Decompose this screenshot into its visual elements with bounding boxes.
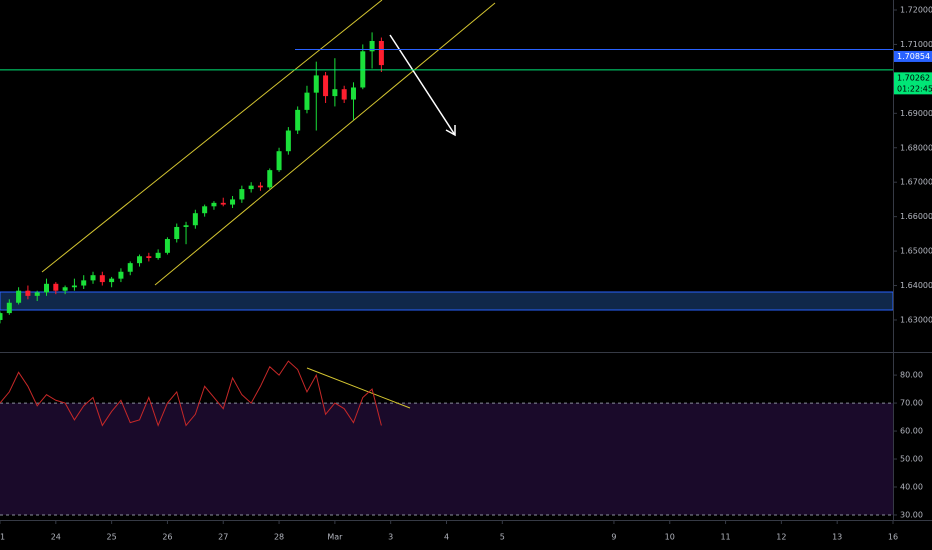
y-tick-label: 80.00 — [900, 371, 923, 380]
candle-body — [276, 151, 282, 171]
candle-body — [220, 202, 226, 205]
arrow-shaft — [389, 34, 456, 136]
x-tick-label: 21 — [0, 533, 5, 542]
candle-body — [6, 302, 12, 314]
x-tick-label: 12 — [776, 533, 786, 542]
candle-body — [44, 283, 50, 293]
candle-body — [378, 40, 384, 66]
candle-body — [332, 89, 338, 97]
x-tick-label: 26 — [162, 533, 172, 542]
x-tick-label: 3 — [388, 533, 393, 542]
candle-body — [16, 290, 22, 303]
x-tick-label: 9 — [611, 533, 616, 542]
y-tick-label: 1.63000 — [900, 315, 932, 324]
x-tick-label: 27 — [218, 533, 228, 542]
candle-body — [90, 275, 96, 281]
candle-body — [313, 75, 319, 93]
support-zone — [0, 291, 894, 311]
y-tick-label: 50.00 — [900, 455, 923, 464]
candle-body — [369, 40, 375, 52]
candle-body — [202, 206, 208, 214]
x-tick-label: 28 — [274, 533, 284, 542]
y-tick-label: 60.00 — [900, 427, 923, 436]
y-tick-label: 1.71000 — [900, 40, 932, 49]
candle-body — [146, 256, 152, 258]
candle-body — [192, 213, 198, 226]
channel-lower — [154, 2, 496, 286]
x-tick-label: 11 — [720, 533, 730, 542]
candle-body — [81, 280, 87, 286]
y-tick-label: 1.72000 — [900, 5, 932, 14]
candle-body — [211, 202, 217, 207]
candle-body — [230, 199, 236, 205]
candle-body — [137, 256, 143, 264]
price-tag-label: 1.70262 — [897, 73, 930, 82]
countdown: 01:22:45 — [897, 84, 932, 93]
candle-body — [174, 226, 180, 240]
candle-body — [350, 87, 356, 100]
candle-body — [183, 225, 189, 227]
candle-body — [304, 92, 310, 110]
x-tick-label: 24 — [51, 533, 61, 542]
y-tick-label: 40.00 — [900, 482, 923, 491]
x-tick-label: 16 — [888, 533, 898, 542]
y-tick-label: 1.69000 — [900, 109, 932, 118]
candle-body — [239, 189, 245, 200]
arrow-head — [445, 125, 456, 137]
candle-body — [99, 275, 105, 283]
price-tag — [894, 72, 932, 95]
candle-body — [248, 185, 254, 190]
candle-body — [295, 109, 301, 131]
candle-body — [62, 287, 68, 291]
candle-body — [285, 130, 291, 152]
y-tick-label: 1.68000 — [900, 143, 932, 152]
candle-body — [0, 313, 3, 320]
y-tick-label: 30.00 — [900, 510, 923, 519]
candle-body — [323, 75, 329, 97]
x-tick-label: Mar — [327, 533, 343, 542]
y-tick-label: 1.67000 — [900, 178, 932, 187]
candle-body — [127, 263, 133, 272]
candle-body — [71, 285, 77, 288]
candle-body — [257, 185, 263, 188]
y-tick-label: 1.65000 — [900, 247, 932, 256]
candle-body — [341, 89, 347, 100]
x-tick-label: 13 — [832, 533, 842, 542]
price-tag — [894, 50, 932, 62]
candle-body — [109, 278, 115, 283]
rsi-band — [0, 403, 893, 515]
candle-body — [164, 239, 170, 253]
y-tick-label: 1.64000 — [900, 281, 932, 290]
x-tick-label: 25 — [107, 533, 117, 542]
candle-body — [25, 290, 31, 296]
candle-body — [155, 252, 161, 258]
y-tick-label: 1.66000 — [900, 212, 932, 221]
candle-body — [53, 283, 59, 291]
candle-body — [267, 170, 273, 188]
arrow — [389, 34, 456, 137]
x-tick-label: 4 — [444, 533, 449, 542]
channel-upper — [41, 0, 383, 273]
x-tick-label: 5 — [500, 533, 505, 542]
candle-body — [118, 271, 124, 279]
rsi-panel — [0, 402, 893, 516]
y-tick-label: 70.00 — [900, 399, 923, 408]
price-tag-label: 1.70854 — [897, 52, 930, 61]
x-tick-label: 10 — [665, 533, 675, 542]
candle-body — [34, 292, 40, 296]
rsi-trendline — [306, 367, 411, 409]
rsi-line — [0, 360, 382, 427]
